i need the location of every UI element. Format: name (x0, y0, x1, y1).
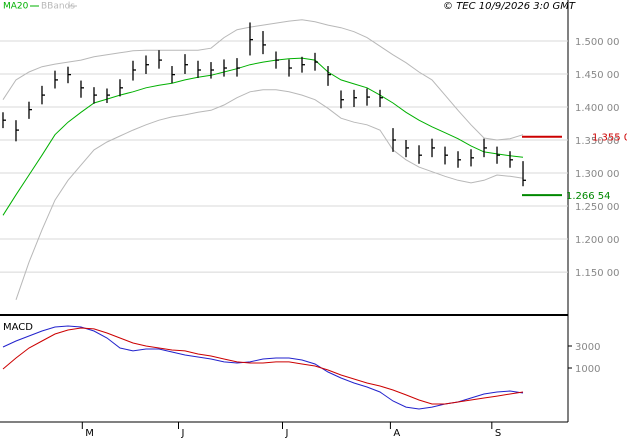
price-marker-label: 1.355 0 (592, 133, 627, 144)
y-tick-label: 1.350 00 (575, 136, 620, 147)
y-tick-label: 1.400 00 (575, 103, 620, 114)
legend-label: MA20 (3, 2, 29, 12)
legend-label: BBands (41, 2, 75, 12)
y-tick-label: 1.500 00 (575, 37, 620, 48)
x-tick-label: A (393, 428, 400, 439)
copyright: © TEC 10/9/2026 3:0 GMT (443, 1, 576, 12)
panel-title: MACD (3, 322, 33, 333)
ma-line (2, 57, 524, 216)
macd-line (2, 325, 524, 410)
x-tick-label: M (85, 428, 94, 439)
x-tick-label: J (285, 428, 289, 439)
y-tick-label: 1.450 00 (575, 70, 620, 81)
x-tick-label: S (495, 428, 501, 439)
y-tick-label: 1.300 00 (575, 169, 620, 180)
y-tick-label: 1000 (575, 364, 600, 375)
y-tick-label: 1.150 00 (575, 268, 620, 279)
x-tick-label: J (180, 428, 184, 439)
y-tick-label: 3000 (575, 342, 600, 353)
band-line (2, 19, 524, 141)
y-tick-label: 1.200 00 (575, 235, 620, 246)
macd-line (2, 327, 524, 405)
band-line (15, 89, 524, 300)
y-tick-label: 1.250 00 (575, 202, 620, 213)
price-marker-label: 1.266 54 (566, 191, 611, 202)
